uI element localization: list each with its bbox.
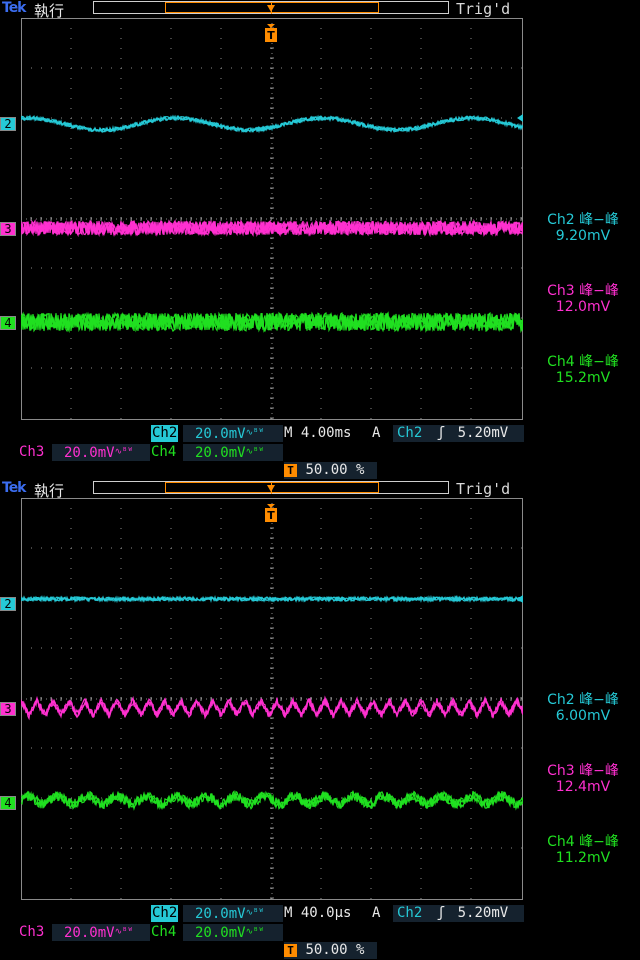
trigger-marker-label: T [267, 509, 275, 522]
trigger-position-readout[interactable]: T 50.00 % [284, 462, 377, 479]
ch3-pk-pk-value: 12.0mV [555, 299, 611, 315]
ch2-trigger-level-marker [517, 595, 523, 603]
ch4-label[interactable]: Ch4 [151, 444, 177, 460]
ch4-scale[interactable]: 20.0mV∿ᴮᵂ [183, 924, 283, 941]
ch2-pk-pk-value: 9.20mV [555, 228, 611, 244]
graticule [21, 498, 523, 900]
ch2-label[interactable]: Ch2 [151, 905, 179, 922]
trigger-status: Trig'd [456, 480, 511, 498]
ch4-scale-value: 20.0mV [195, 444, 246, 461]
ch2-scale[interactable]: 20.0mV∿ᴮᵂ [183, 905, 283, 922]
ch4-trace [21, 790, 523, 811]
ch2-trace [21, 594, 523, 604]
trigger-icon: T [284, 463, 297, 477]
trace-group [21, 594, 523, 811]
ch2-pk-pk-readout: Ch2 峰−峰 6.00mV [528, 692, 638, 724]
trigger-position-marker[interactable]: T [264, 483, 278, 523]
trigger-icon: T [284, 943, 297, 957]
ch4-pk-pk-value: 15.2mV [555, 370, 611, 386]
trigger-readout[interactable]: Ch2 ʃ 5.20mV [393, 425, 524, 442]
ch3-ground-marker[interactable]: 3 [0, 702, 16, 716]
brand-logo: Tek [2, 480, 26, 496]
ch2-ground-marker[interactable]: 2 [0, 117, 16, 131]
trigger-status: Trig'd [456, 0, 511, 18]
run-state: 執行 [34, 2, 65, 20]
ch4-pk-pk-readout: Ch4 峰−峰 15.2mV [528, 354, 638, 386]
trigger-level: 5.20mV [457, 905, 509, 921]
bandwidth-limit-icon: ∿ᴮᵂ [114, 927, 133, 937]
record-view-window [165, 482, 379, 493]
bandwidth-limit-icon: ∿ᴮᵂ [245, 428, 264, 438]
ch3-pk-pk-label: Ch3 峰−峰 [547, 283, 619, 299]
ch2-pk-pk-label: Ch2 峰−峰 [547, 692, 619, 708]
ch2-scale[interactable]: 20.0mV∿ᴮᵂ [183, 425, 283, 442]
scope-screen-bottom: Tek 執行 Trig'd T 2 3 4 Ch2 峰−峰 6.00mV Ch3… [0, 480, 640, 960]
ch3-ground-marker[interactable]: 3 [0, 222, 16, 236]
bandwidth-limit-icon: ∿ᴮᵂ [245, 927, 264, 937]
status-bar: Ch2 20.0mV∿ᴮᵂ M 40.0µs A Ch2 ʃ 5.20mV Ch… [0, 904, 640, 960]
timebase[interactable]: M 40.0µs [284, 905, 352, 921]
trigger-readout[interactable]: Ch2 ʃ 5.20mV [393, 905, 524, 922]
ch2-ground-marker[interactable]: 2 [0, 597, 16, 611]
ch2-trigger-level-marker [517, 114, 523, 122]
ch2-scale-value: 20.0mV [195, 905, 246, 922]
bandwidth-limit-icon: ∿ᴮᵂ [245, 447, 264, 457]
trigger-position-marker[interactable]: T [264, 3, 278, 43]
ch2-scale-value: 20.0mV [195, 425, 246, 442]
ch2-trace [21, 594, 523, 604]
ch2-pk-pk-readout: Ch2 峰−峰 9.20mV [528, 212, 638, 244]
ch3-pk-pk-readout: Ch3 峰−峰 12.0mV [528, 283, 638, 315]
trigger-mode: A [372, 905, 381, 921]
rising-edge-icon: ʃ [436, 905, 446, 921]
trigger-source: Ch2 [397, 905, 423, 921]
ch3-trace [21, 696, 523, 721]
trigger-source: Ch2 [397, 425, 423, 441]
trigger-mode: A [372, 425, 381, 441]
ch3-scale[interactable]: 20.0mV∿ᴮᵂ [52, 924, 150, 941]
trigger-position: 50.00 % [305, 462, 365, 478]
ch3-pk-pk-label: Ch3 峰−峰 [547, 763, 619, 779]
scope-screen-top: Tek 執行 Trig'd T 2 3 4 Ch2 峰−峰 9.20mV Ch3… [0, 0, 640, 480]
ch2-trace [21, 114, 523, 133]
ch3-scale[interactable]: 20.0mV∿ᴮᵂ [52, 444, 150, 461]
ch4-label[interactable]: Ch4 [151, 924, 177, 940]
ch4-trace [21, 311, 523, 333]
bandwidth-limit-icon: ∿ᴮᵂ [114, 447, 133, 457]
status-bar: Ch2 20.0mV∿ᴮᵂ M 4.00ms A Ch2 ʃ 5.20mV Ch… [0, 424, 640, 480]
ch3-scale-value: 20.0mV [64, 444, 115, 461]
trigger-level: 5.20mV [457, 425, 509, 441]
trigger-position: 50.00 % [305, 942, 365, 958]
ch4-pk-pk-value: 11.2mV [555, 850, 611, 866]
run-state: 執行 [34, 482, 65, 500]
ch2-pk-pk-value: 6.00mV [555, 708, 611, 724]
ch4-scale[interactable]: 20.0mV∿ᴮᵂ [183, 444, 283, 461]
graticule [21, 18, 523, 420]
timebase[interactable]: M 4.00ms [284, 425, 352, 441]
ch3-label[interactable]: Ch3 [19, 444, 45, 460]
ch3-label[interactable]: Ch3 [19, 924, 45, 940]
rising-edge-icon: ʃ [436, 425, 446, 441]
title-bar: Tek 執行 Trig'd [0, 0, 640, 20]
trigger-marker-label: T [267, 29, 275, 42]
ch4-pk-pk-label: Ch4 峰−峰 [547, 354, 619, 370]
record-view-window [165, 2, 379, 13]
trigger-position-readout[interactable]: T 50.00 % [284, 942, 377, 959]
ch3-trace [21, 219, 523, 238]
title-bar: Tek 執行 Trig'd [0, 480, 640, 500]
ch4-ground-marker[interactable]: 4 [0, 316, 16, 330]
trace-group [21, 114, 523, 334]
ch3-pk-pk-readout: Ch3 峰−峰 12.4mV [528, 763, 638, 795]
ch4-ground-marker[interactable]: 4 [0, 796, 16, 810]
ch4-scale-value: 20.0mV [195, 924, 246, 941]
ch3-scale-value: 20.0mV [64, 924, 115, 941]
graticule-grid [21, 498, 523, 900]
brand-logo: Tek [2, 0, 26, 16]
ch2-pk-pk-label: Ch2 峰−峰 [547, 212, 619, 228]
ch4-pk-pk-readout: Ch4 峰−峰 11.2mV [528, 834, 638, 866]
ch4-pk-pk-label: Ch4 峰−峰 [547, 834, 619, 850]
ch2-label[interactable]: Ch2 [151, 425, 179, 442]
graticule-grid [21, 18, 523, 420]
bandwidth-limit-icon: ∿ᴮᵂ [245, 908, 264, 918]
ch3-pk-pk-value: 12.4mV [555, 779, 611, 795]
